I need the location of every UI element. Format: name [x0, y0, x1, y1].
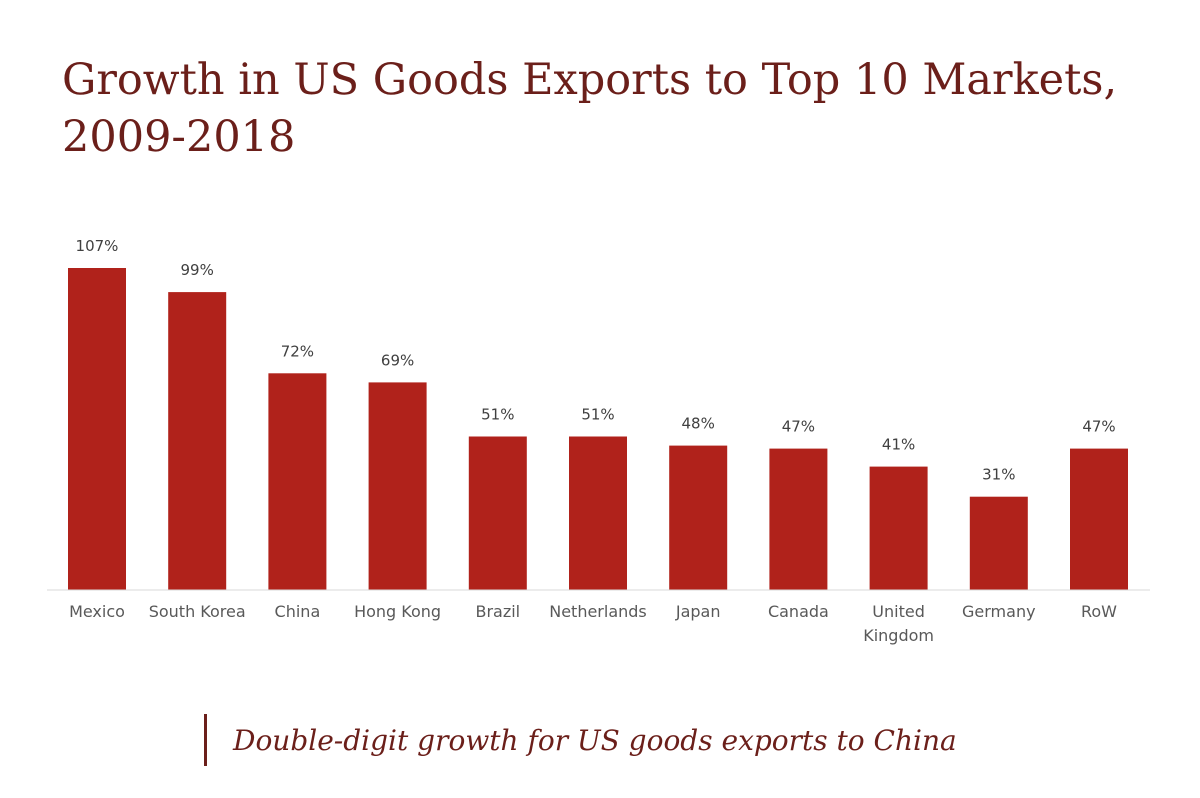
value-label: 72% — [281, 342, 314, 360]
category-labels-layer: Mexico South Korea China Hong Kong Brazil Net… — [69, 602, 1117, 645]
bar — [368, 382, 427, 590]
value-label: 51% — [481, 406, 514, 424]
chart-title: Growth in US Goods Exports to Top 10 Mar… — [62, 55, 1118, 162]
value-labels-layer: 107% 99% 72% 69% 51% 51% 48% 47% 41% 31% 47% — [76, 237, 1116, 484]
category-label: Japan — [675, 602, 721, 621]
bar — [569, 436, 627, 590]
bar — [669, 445, 728, 590]
bars-layer — [68, 268, 1128, 590]
caption: Double-digit growth for US goods exports… — [204, 714, 957, 766]
bar — [1070, 448, 1128, 590]
bar — [869, 466, 928, 590]
value-label: 51% — [581, 406, 614, 424]
bar — [68, 268, 126, 590]
bar — [769, 448, 828, 590]
bar — [969, 496, 1028, 590]
category-label: Mexico — [69, 602, 125, 621]
category-label: Netherlands — [549, 602, 647, 621]
bar — [468, 436, 527, 590]
value-label: 41% — [882, 436, 915, 454]
category-label: Brazil — [475, 602, 520, 621]
category-label: RoW — [1081, 602, 1117, 621]
value-label: 47% — [1082, 418, 1115, 436]
value-label: 69% — [381, 351, 414, 369]
caption-accent-bar — [204, 714, 207, 766]
value-label: 107% — [76, 237, 119, 255]
bar — [268, 373, 327, 590]
category-label: Germany — [962, 602, 1036, 621]
bar-chart: 107% 99% 72% 69% 51% 51% 48% 47% 41% 31% 47% Mexic… — [47, 237, 1150, 645]
value-label: 31% — [982, 466, 1015, 484]
category-label: Hong Kong — [354, 602, 441, 621]
caption-text: Double-digit growth for US goods exports… — [233, 723, 957, 757]
value-label: 99% — [181, 261, 214, 279]
value-label: 48% — [682, 415, 715, 433]
category-label: South Korea — [149, 602, 246, 621]
category-label: United Kingdom — [863, 602, 934, 645]
category-label: China — [275, 602, 321, 621]
value-label: 47% — [782, 418, 815, 436]
bar — [168, 292, 227, 590]
category-label: Canada — [768, 602, 829, 621]
